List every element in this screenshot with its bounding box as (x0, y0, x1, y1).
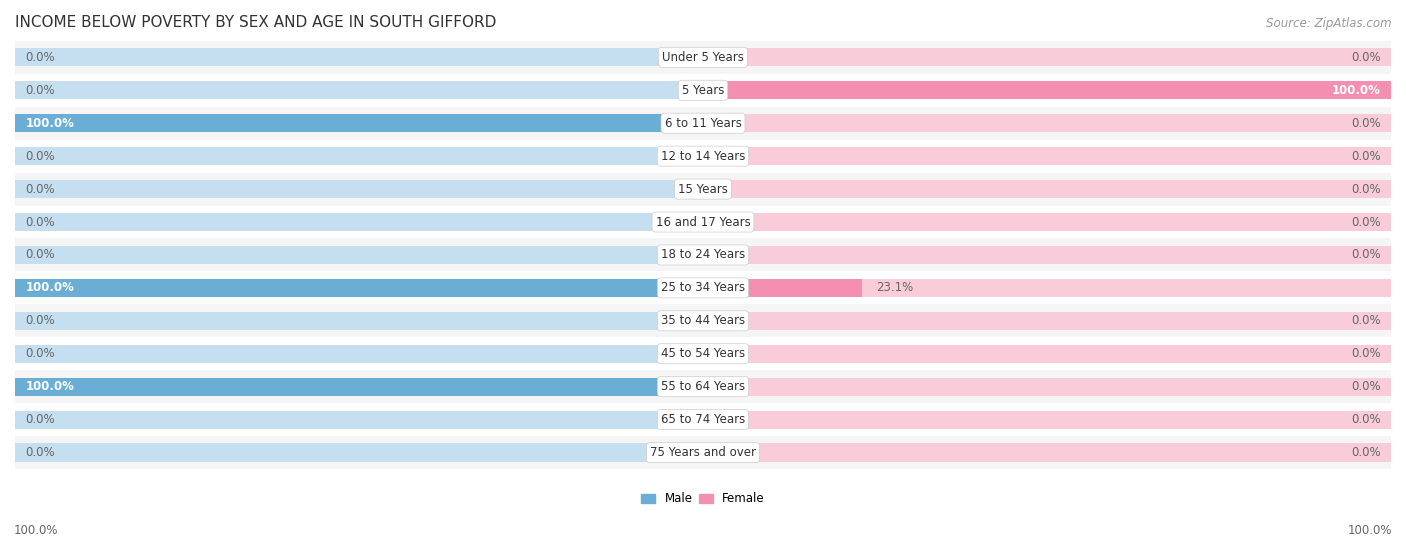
Legend: Male, Female: Male, Female (637, 488, 769, 510)
Bar (15, 140, 1391, 173)
Text: 0.0%: 0.0% (25, 347, 55, 360)
Bar (15, 114, 703, 132)
Bar (15, 41, 1391, 74)
Bar (703, 345, 1391, 363)
Text: 0.0%: 0.0% (25, 84, 55, 97)
Text: 0.0%: 0.0% (25, 446, 55, 459)
Bar (15, 180, 703, 198)
Text: 100.0%: 100.0% (25, 380, 75, 393)
Text: 35 to 44 Years: 35 to 44 Years (661, 314, 745, 328)
Bar (15, 147, 703, 165)
Text: 75 Years and over: 75 Years and over (650, 446, 756, 459)
Text: 0.0%: 0.0% (1351, 413, 1381, 426)
Bar (15, 279, 703, 297)
Text: 0.0%: 0.0% (1351, 314, 1381, 328)
Bar (15, 239, 1391, 272)
Text: 15 Years: 15 Years (678, 183, 728, 196)
Bar (15, 378, 703, 396)
Text: 0.0%: 0.0% (1351, 51, 1381, 64)
Bar (703, 48, 1391, 67)
Bar (703, 81, 1391, 100)
Bar (15, 107, 1391, 140)
Bar (15, 173, 1391, 206)
Text: 18 to 24 Years: 18 to 24 Years (661, 248, 745, 262)
Text: 0.0%: 0.0% (25, 314, 55, 328)
Text: 0.0%: 0.0% (25, 183, 55, 196)
Text: 55 to 64 Years: 55 to 64 Years (661, 380, 745, 393)
Bar (15, 436, 1391, 469)
Text: 45 to 54 Years: 45 to 54 Years (661, 347, 745, 360)
Text: 0.0%: 0.0% (25, 51, 55, 64)
Bar (15, 272, 1391, 304)
Bar (15, 304, 1391, 337)
Text: 0.0%: 0.0% (1351, 216, 1381, 229)
Text: 0.0%: 0.0% (25, 150, 55, 163)
Text: 65 to 74 Years: 65 to 74 Years (661, 413, 745, 426)
Bar (15, 378, 703, 396)
Text: 100.0%: 100.0% (25, 117, 75, 130)
Bar (15, 279, 703, 297)
Bar (15, 443, 703, 462)
Text: 0.0%: 0.0% (1351, 183, 1381, 196)
Text: 6 to 11 Years: 6 to 11 Years (665, 117, 741, 130)
Text: 0.0%: 0.0% (1351, 347, 1381, 360)
Bar (703, 410, 1391, 429)
Bar (703, 443, 1391, 462)
Bar (703, 213, 1391, 231)
Text: 0.0%: 0.0% (1351, 150, 1381, 163)
Text: 100.0%: 100.0% (1347, 524, 1392, 537)
Bar (15, 48, 703, 67)
Text: 0.0%: 0.0% (25, 248, 55, 262)
Bar (15, 114, 703, 132)
Bar (703, 147, 1391, 165)
Bar (703, 279, 862, 297)
Bar (15, 206, 1391, 239)
Text: 100.0%: 100.0% (25, 281, 75, 295)
Text: INCOME BELOW POVERTY BY SEX AND AGE IN SOUTH GIFFORD: INCOME BELOW POVERTY BY SEX AND AGE IN S… (15, 15, 496, 30)
Text: 0.0%: 0.0% (1351, 380, 1381, 393)
Bar (703, 378, 1391, 396)
Text: 12 to 14 Years: 12 to 14 Years (661, 150, 745, 163)
Text: 0.0%: 0.0% (25, 413, 55, 426)
Text: 0.0%: 0.0% (25, 216, 55, 229)
Bar (703, 246, 1391, 264)
Text: 23.1%: 23.1% (876, 281, 912, 295)
Bar (15, 345, 703, 363)
Text: 0.0%: 0.0% (1351, 117, 1381, 130)
Bar (15, 74, 1391, 107)
Bar (703, 180, 1391, 198)
Bar (15, 410, 703, 429)
Bar (703, 312, 1391, 330)
Bar (15, 312, 703, 330)
Bar (15, 81, 703, 100)
Text: Source: ZipAtlas.com: Source: ZipAtlas.com (1267, 17, 1392, 30)
Text: 5 Years: 5 Years (682, 84, 724, 97)
Bar (15, 403, 1391, 436)
Text: 0.0%: 0.0% (1351, 446, 1381, 459)
Text: Under 5 Years: Under 5 Years (662, 51, 744, 64)
Bar (15, 370, 1391, 403)
Bar (703, 114, 1391, 132)
Bar (15, 213, 703, 231)
Bar (703, 81, 1391, 100)
Bar (703, 279, 1391, 297)
Text: 16 and 17 Years: 16 and 17 Years (655, 216, 751, 229)
Text: 100.0%: 100.0% (14, 524, 59, 537)
Text: 0.0%: 0.0% (1351, 248, 1381, 262)
Text: 100.0%: 100.0% (1331, 84, 1381, 97)
Bar (15, 246, 703, 264)
Bar (15, 337, 1391, 370)
Text: 25 to 34 Years: 25 to 34 Years (661, 281, 745, 295)
